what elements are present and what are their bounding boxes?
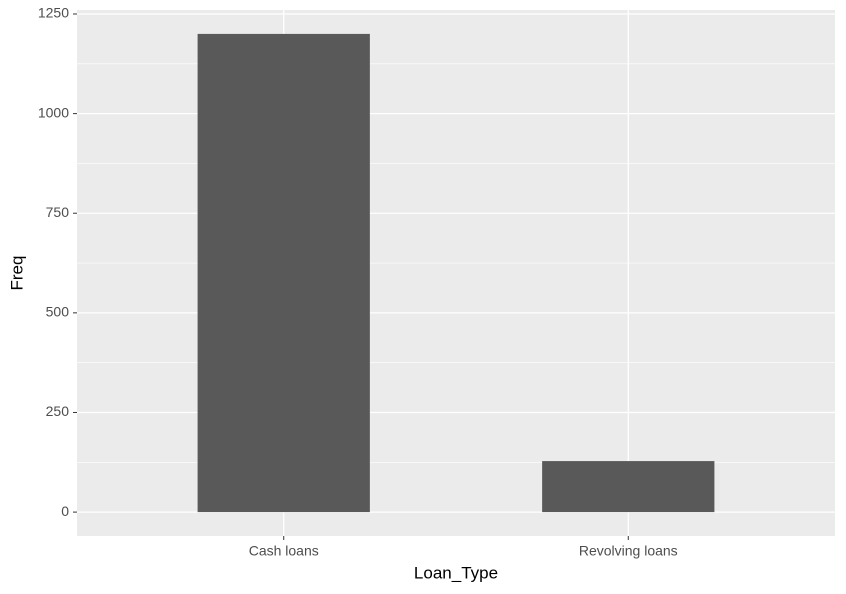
y-tick-label: 250 — [46, 403, 70, 419]
x-axis-title: Loan_Type — [414, 563, 498, 582]
y-axis-title: Freq — [7, 256, 26, 291]
y-tick-label: 500 — [46, 304, 70, 320]
y-tick-label: 1250 — [38, 5, 69, 21]
panel-background — [77, 10, 835, 536]
bar — [197, 33, 370, 513]
x-tick-label: Revolving loans — [579, 543, 678, 559]
y-tick-label: 1000 — [38, 104, 69, 120]
x-tick-label: Cash loans — [249, 543, 319, 559]
y-tick-label: 0 — [61, 503, 69, 519]
bar — [542, 461, 715, 513]
y-tick-label: 750 — [46, 204, 70, 220]
